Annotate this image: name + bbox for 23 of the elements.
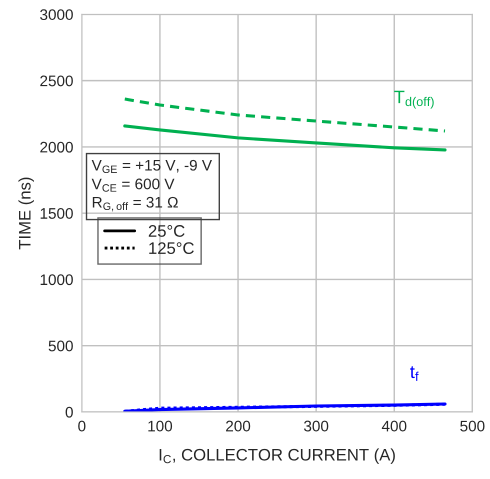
- line-series: [123, 124, 447, 152]
- x-tick-label: 500: [460, 420, 485, 432]
- y-tick-label: 3000: [40, 9, 73, 20]
- x-tick-label: 0: [78, 420, 86, 432]
- x-axis-title: I$_{C}$, COLLECTOR CURRENT (A): [160, 448, 395, 464]
- annotation: t$_{f}$: [410, 366, 419, 381]
- x-tick-label: 100: [148, 420, 172, 432]
- x-tick-label: 400: [382, 420, 406, 432]
- annotation: R$_{G,off}$ = 31 Ω: [92, 196, 178, 212]
- y-tick-label: 2000: [40, 142, 73, 153]
- annotation: 125°C: [149, 242, 194, 254]
- x-tick-label: 200: [226, 420, 250, 432]
- annotation: 25°C: [148, 225, 185, 237]
- y-tick-label: 2500: [40, 76, 73, 86]
- x-tick-label: 300: [304, 420, 328, 432]
- annotation: T$_{d(off)}$: [394, 90, 434, 109]
- y-tick-label: 1500: [40, 208, 73, 219]
- annotation: V$_{GE}$ = +15 V, -9 V: [92, 160, 212, 174]
- y-tick-label: 500: [48, 340, 73, 352]
- annotation: V$_{CE}$ = 600 V: [92, 178, 174, 192]
- y-tick-label: 1000: [40, 274, 73, 286]
- y-tick-label: 0: [66, 406, 73, 418]
- y-axis-title: TIME (ns): [18, 178, 34, 250]
